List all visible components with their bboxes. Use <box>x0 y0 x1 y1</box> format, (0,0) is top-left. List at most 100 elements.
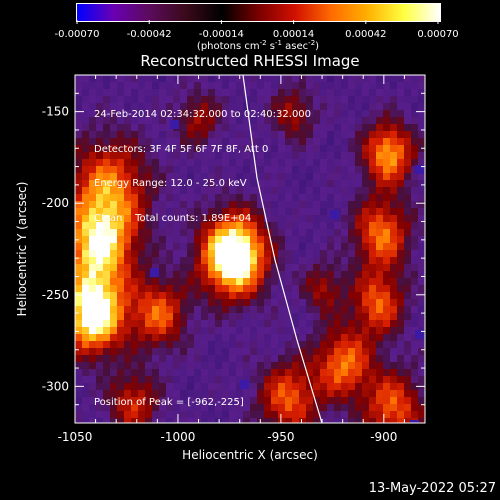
image-pixel <box>229 418 237 423</box>
image-pixel <box>362 110 370 118</box>
image-pixel <box>320 334 328 342</box>
image-pixel <box>180 124 188 132</box>
image-pixel <box>362 418 370 423</box>
image-pixel <box>404 82 412 90</box>
image-pixel <box>299 180 307 188</box>
image-pixel <box>411 327 419 335</box>
image-pixel <box>306 222 314 230</box>
image-pixel <box>194 411 202 419</box>
image-pixel <box>89 201 97 209</box>
image-pixel <box>236 411 244 419</box>
image-pixel <box>75 96 83 104</box>
image-pixel <box>250 89 258 97</box>
image-pixel <box>264 369 272 377</box>
image-pixel <box>131 138 139 146</box>
image-pixel <box>166 236 174 244</box>
image-pixel <box>278 257 286 265</box>
image-pixel <box>208 117 216 125</box>
image-pixel <box>166 355 174 363</box>
image-pixel <box>306 355 314 363</box>
image-pixel <box>278 250 286 258</box>
image-pixel <box>383 320 391 328</box>
image-pixel <box>243 362 251 370</box>
image-pixel <box>264 180 272 188</box>
image-pixel <box>320 355 328 363</box>
image-pixel <box>397 362 405 370</box>
image-pixel <box>152 348 160 356</box>
image-pixel <box>124 320 132 328</box>
image-pixel <box>194 257 202 265</box>
image-pixel <box>299 327 307 335</box>
image-pixel <box>306 173 314 181</box>
image-pixel <box>180 117 188 125</box>
image-pixel <box>222 383 230 391</box>
image-pixel <box>222 285 230 293</box>
image-pixel <box>397 299 405 307</box>
image-pixel <box>187 327 195 335</box>
image-pixel <box>96 334 104 342</box>
image-pixel <box>390 82 398 90</box>
image-pixel <box>75 285 83 293</box>
image-pixel <box>145 320 153 328</box>
image-pixel <box>306 159 314 167</box>
image-pixel <box>229 103 237 111</box>
image-pixel <box>376 138 384 146</box>
image-pixel <box>159 383 167 391</box>
image-pixel <box>124 131 132 139</box>
image-pixel <box>411 96 419 104</box>
image-pixel <box>215 243 223 251</box>
image-pixel <box>320 82 328 90</box>
image-pixel <box>131 257 139 265</box>
image-pixel <box>124 96 132 104</box>
image-pixel <box>124 229 132 237</box>
image-pixel <box>131 187 139 195</box>
image-pixel <box>89 96 97 104</box>
image-pixel <box>194 341 202 349</box>
footer-date: 13-May-2022 05:27 <box>368 481 496 496</box>
image-pixel <box>362 187 370 195</box>
image-pixel <box>180 229 188 237</box>
image-pixel <box>327 201 335 209</box>
image-pixel <box>180 173 188 181</box>
image-pixel <box>418 201 425 209</box>
image-pixel <box>138 208 146 216</box>
image-pixel <box>418 355 425 363</box>
image-pixel <box>229 327 237 335</box>
image-pixel <box>362 376 370 384</box>
image-pixel <box>285 411 293 419</box>
image-pixel <box>362 390 370 398</box>
image-pixel <box>306 418 314 423</box>
image-pixel <box>320 390 328 398</box>
image-pixel <box>89 194 97 202</box>
image-pixel <box>271 355 279 363</box>
image-pixel <box>138 194 146 202</box>
image-pixel <box>327 355 335 363</box>
image-pixel <box>341 250 349 258</box>
image-pixel <box>215 341 223 349</box>
image-pixel <box>411 166 419 174</box>
image-pixel <box>103 376 111 384</box>
image-pixel <box>243 222 251 230</box>
image-pixel <box>250 201 258 209</box>
image-pixel <box>152 250 160 258</box>
image-pixel <box>271 334 279 342</box>
image-pixel <box>117 397 125 405</box>
image-pixel <box>89 397 97 405</box>
image-pixel <box>124 152 132 160</box>
image-pixel <box>229 397 237 405</box>
colorbar-units: (photons cm-2 s-1 asec-2) <box>197 39 319 52</box>
image-pixel <box>166 145 174 153</box>
image-pixel <box>138 264 146 272</box>
image-pixel <box>299 320 307 328</box>
image-pixel <box>131 355 139 363</box>
image-pixel <box>180 299 188 307</box>
image-pixel <box>271 397 279 405</box>
image-pixel <box>285 201 293 209</box>
image-pixel <box>208 194 216 202</box>
image-pixel <box>271 173 279 181</box>
image-pixel <box>341 75 349 83</box>
image-pixel <box>292 215 300 223</box>
image-pixel <box>152 89 160 97</box>
image-pixel <box>215 271 223 279</box>
image-pixel <box>229 166 237 174</box>
